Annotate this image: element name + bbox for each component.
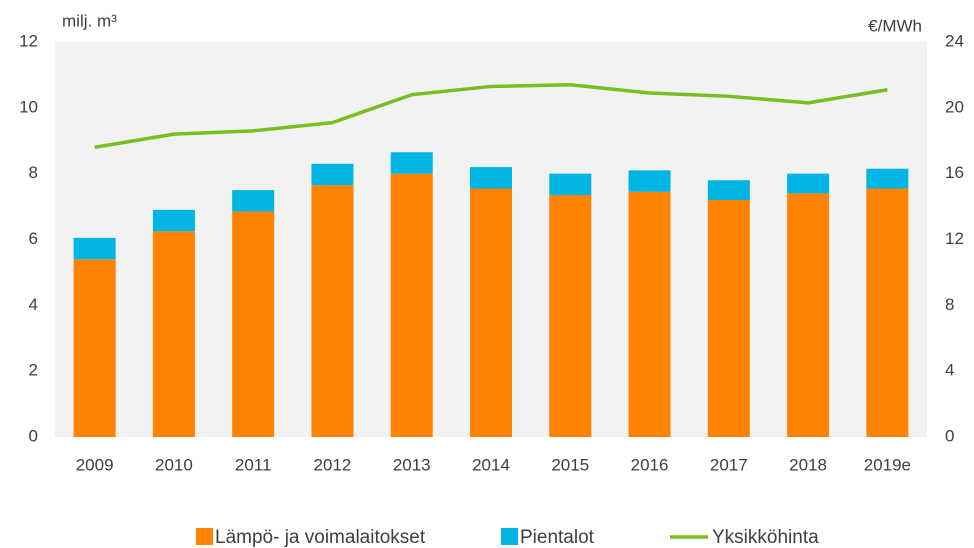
bar	[866, 168, 909, 189]
bar	[390, 152, 433, 174]
legend-swatch	[501, 528, 518, 545]
legend-label: Yksikköhinta	[712, 527, 819, 548]
x-tick-label: 2012	[314, 455, 352, 474]
bar	[390, 173, 433, 437]
y-tick-label: 2	[29, 361, 38, 380]
bar	[707, 200, 750, 437]
bar	[628, 191, 671, 437]
x-tick-label: 2013	[393, 455, 431, 474]
bar	[549, 173, 592, 196]
y2-tick-label: 4	[945, 361, 954, 380]
y2-tick-label: 12	[945, 229, 964, 248]
bar	[628, 170, 671, 192]
bar	[549, 195, 592, 437]
y2-tick-label: 24	[945, 31, 964, 50]
x-tick-label: 2018	[789, 455, 827, 474]
legend-swatch	[196, 528, 213, 545]
bar	[232, 190, 275, 212]
bar	[470, 188, 512, 437]
bar	[152, 209, 195, 232]
x-tick-label: 2019e	[864, 455, 911, 474]
legend-label: Pientalot	[520, 527, 595, 548]
bar	[232, 211, 275, 437]
bar	[787, 173, 830, 194]
x-tick-label: 2010	[155, 455, 193, 474]
y-tick-label: 0	[29, 426, 38, 445]
y2-tick-label: 0	[945, 426, 954, 445]
y2-tick-label: 8	[945, 295, 954, 314]
x-tick-label: 2011	[235, 455, 272, 474]
y2-tick-label: 16	[945, 163, 964, 182]
bar	[311, 185, 354, 437]
x-tick-label: 2016	[631, 455, 669, 474]
bar	[73, 237, 116, 260]
x-tick-label: 2017	[710, 455, 748, 474]
y2-tick-label: 20	[945, 97, 964, 116]
y-tick-label: 6	[29, 229, 38, 248]
bar	[787, 193, 830, 437]
x-tick-label: 2014	[472, 455, 510, 474]
y-tick-label: 12	[19, 31, 38, 50]
y-tick-label: 10	[19, 97, 38, 116]
x-tick-label: 2015	[551, 455, 589, 474]
bar	[470, 167, 512, 189]
y-tick-label: 4	[29, 295, 38, 314]
bar	[311, 163, 354, 186]
y-tick-label: 8	[29, 163, 38, 182]
bar	[73, 259, 116, 437]
bar	[707, 180, 750, 200]
y2-axis-label: €/MWh	[868, 16, 922, 35]
bar	[866, 188, 909, 437]
y-axis-label: milj. m³	[62, 11, 117, 30]
x-tick-label: 2009	[76, 455, 114, 474]
bar	[152, 231, 195, 437]
line	[94, 83, 888, 150]
legend-label: Lämpö- ja voimalaitokset	[215, 527, 426, 548]
